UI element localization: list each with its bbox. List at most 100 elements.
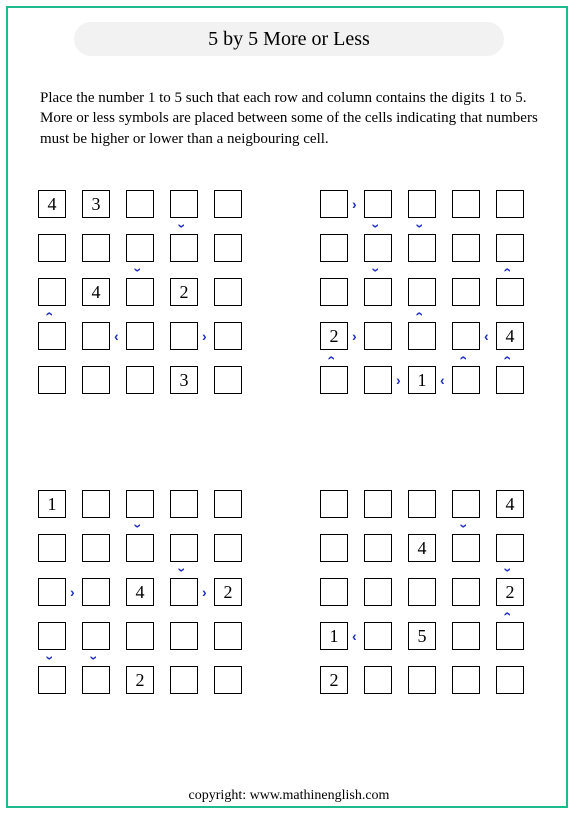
greater-than-icon: › [202,585,207,599]
copyright-text: copyright: www.mathinenglish.com [0,788,578,804]
puzzle-cell [496,666,524,694]
puzzle-cell [320,234,348,262]
puzzle-cell [364,666,392,694]
puzzle-cell: 4 [496,322,524,350]
puzzle-grid: 442152‹››‹ [320,490,540,710]
puzzle-cell [320,490,348,518]
puzzle-cell [320,190,348,218]
puzzle-cell [408,578,436,606]
puzzle-cell: 2 [170,278,198,306]
puzzle-cell [364,534,392,562]
down-chevron-icon: › [131,524,145,529]
up-chevron-icon: ‹ [325,356,339,361]
up-chevron-icon: ‹ [457,356,471,361]
down-chevron-icon: › [131,268,145,273]
puzzle-cell [320,366,348,394]
less-than-icon: ‹ [484,329,489,343]
puzzle-cell: 3 [82,190,110,218]
puzzle-cell [38,278,66,306]
puzzle-cell: 4 [496,490,524,518]
puzzle-cell [408,278,436,306]
puzzle-cell: 4 [82,278,110,306]
puzzle-cell [82,666,110,694]
puzzle-cell [496,278,524,306]
puzzles-container: 43423‹›››‹ 241››‹›‹›››‹‹‹‹‹ 1422›››››› 4… [38,190,540,790]
puzzle-cell [170,622,198,650]
puzzle-cell [126,234,154,262]
puzzle-cell [452,190,480,218]
puzzle-cell: 4 [38,190,66,218]
puzzle-row: 1422›››››› 442152‹››‹ [38,490,540,710]
puzzle-cell [364,490,392,518]
puzzle-cell [320,534,348,562]
puzzle-cell [452,578,480,606]
puzzle-cell [170,190,198,218]
puzzle-cell [214,322,242,350]
puzzle-cell [126,622,154,650]
puzzle-cell: 1 [320,622,348,650]
down-chevron-icon: › [87,656,101,661]
puzzle-cell [170,490,198,518]
puzzle-cell [320,578,348,606]
down-chevron-icon: › [457,524,471,529]
puzzle-row: 43423‹›››‹ 241››‹›‹›››‹‹‹‹‹ [38,190,540,410]
puzzle-cell [170,234,198,262]
puzzle-cell [214,190,242,218]
puzzle-cell [496,190,524,218]
puzzle-cell [452,534,480,562]
puzzle-cell [496,622,524,650]
greater-than-icon: › [70,585,75,599]
up-chevron-icon: ‹ [501,356,515,361]
puzzle-cell [452,622,480,650]
puzzle-cell: 2 [320,322,348,350]
less-than-icon: ‹ [440,373,445,387]
puzzle-cell [408,190,436,218]
puzzle-cell [364,366,392,394]
up-chevron-icon: ‹ [413,312,427,317]
puzzle-cell [214,234,242,262]
puzzle-cell [408,322,436,350]
puzzle-cell [82,578,110,606]
puzzle-cell [408,490,436,518]
puzzle-cell [364,622,392,650]
puzzle-cell [364,278,392,306]
puzzle-cell [452,666,480,694]
puzzle-cell: 3 [170,366,198,394]
down-chevron-icon: › [369,224,383,229]
puzzle-cell [82,534,110,562]
less-than-icon: ‹ [114,329,119,343]
puzzle-cell [214,278,242,306]
puzzle-cell [38,322,66,350]
puzzle-cell [452,322,480,350]
puzzle-cell [408,666,436,694]
puzzle-cell [82,490,110,518]
puzzle-cell: 2 [126,666,154,694]
down-chevron-icon: › [43,656,57,661]
puzzle-cell [38,534,66,562]
puzzle-cell: 4 [408,534,436,562]
greater-than-icon: › [396,373,401,387]
puzzle-cell [496,234,524,262]
puzzle-cell [82,234,110,262]
puzzle-grid: 1422›››››› [38,490,258,710]
puzzle-cell [126,366,154,394]
puzzle-cell [170,322,198,350]
puzzle-grid: 241››‹›‹›››‹‹‹‹‹ [320,190,540,410]
puzzle-cell [496,366,524,394]
puzzle-cell [170,578,198,606]
puzzle-cell [320,278,348,306]
puzzle-cell [364,322,392,350]
greater-than-icon: › [352,197,357,211]
puzzle-cell [126,534,154,562]
puzzle-cell [82,622,110,650]
puzzle-cell: 1 [38,490,66,518]
puzzle-cell [82,322,110,350]
puzzle-cell [126,322,154,350]
puzzle-cell [214,366,242,394]
puzzle-cell [452,366,480,394]
puzzle-cell: 5 [408,622,436,650]
puzzle-cell [126,190,154,218]
puzzle-cell [38,622,66,650]
puzzle-cell [408,234,436,262]
puzzle-cell [364,578,392,606]
